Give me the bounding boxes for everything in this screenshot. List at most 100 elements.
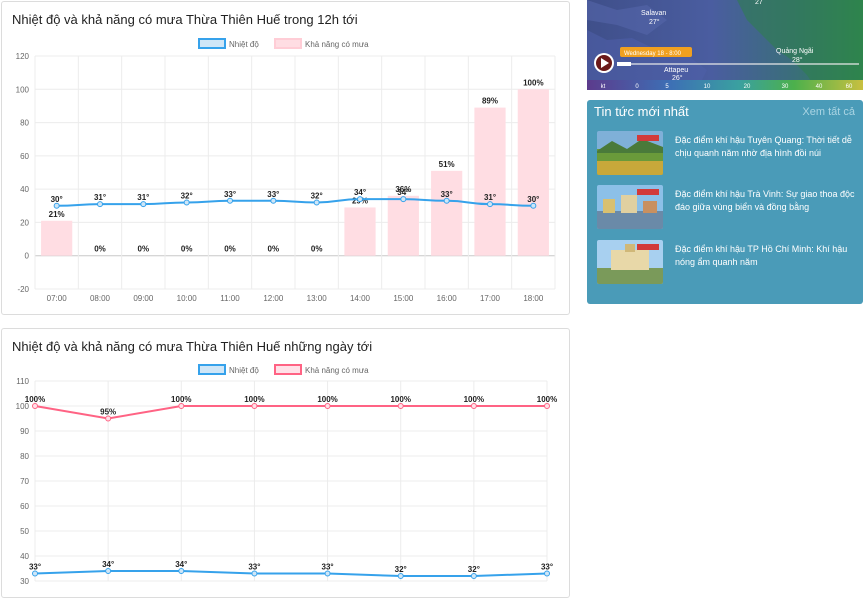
y-tick-label: 60 bbox=[20, 152, 29, 161]
x-tick-label: 11:00 bbox=[220, 294, 240, 303]
rain-chance-point[interactable] bbox=[178, 403, 185, 409]
temperature-point[interactable] bbox=[105, 568, 112, 574]
rain-bar[interactable] bbox=[344, 207, 376, 256]
temperature-point[interactable] bbox=[178, 568, 185, 574]
temperature-point[interactable] bbox=[251, 570, 258, 577]
legend-swatch[interactable] bbox=[198, 364, 226, 375]
news-title[interactable]: Đặc điểm khí hậu Tuyên Quang: Thời tiết … bbox=[675, 135, 852, 158]
map-scale-label: kt bbox=[601, 84, 606, 90]
news-thumbnail[interactable] bbox=[597, 131, 663, 175]
play-button[interactable] bbox=[594, 53, 614, 73]
temperature-point[interactable] bbox=[140, 201, 147, 208]
temperature-data-label: 33° bbox=[541, 563, 553, 572]
temperature-point[interactable] bbox=[470, 573, 477, 579]
rain-chance-data-label: 100% bbox=[244, 395, 264, 404]
rain-chance-point[interactable] bbox=[470, 403, 477, 409]
legend-label[interactable]: Khả năng có mưa bbox=[305, 366, 369, 375]
temperature-data-label: 30° bbox=[51, 195, 63, 204]
rain-chance-data-label: 100% bbox=[25, 395, 45, 404]
temperature-point[interactable] bbox=[357, 196, 363, 203]
y-tick-label: 110 bbox=[16, 377, 29, 386]
x-tick-label: 09:00 bbox=[133, 294, 154, 303]
legend-label[interactable]: Nhiệt độ bbox=[229, 366, 259, 375]
map-temp-top: 27 bbox=[755, 0, 763, 6]
legend-swatch[interactable] bbox=[274, 364, 302, 375]
map-scale-label: 60 bbox=[846, 84, 853, 90]
x-tick-label: 18:00 bbox=[523, 294, 544, 303]
rain-chance-data-label: 100% bbox=[464, 395, 484, 404]
weather-map-canvas: Salavan 27° 27 Quảng Ngãi 28° Attapeu 26… bbox=[587, 0, 863, 90]
temperature-data-label: 33° bbox=[441, 190, 453, 199]
rain-bar[interactable] bbox=[474, 107, 506, 256]
y-tick-label: 100 bbox=[16, 402, 30, 411]
map-scale-bar bbox=[587, 80, 863, 90]
play-icon bbox=[601, 58, 609, 68]
temperature-point[interactable] bbox=[313, 199, 320, 206]
weather-map[interactable]: Salavan 27° 27 Quảng Ngãi 28° Attapeu 26… bbox=[587, 0, 863, 90]
news-thumbnail[interactable] bbox=[597, 185, 663, 229]
y-tick-label: 60 bbox=[20, 502, 29, 511]
news-item[interactable]: Đặc điểm khí hậu Tuyên Quang: Thời tiết … bbox=[597, 131, 859, 179]
rain-chance-line bbox=[34, 405, 547, 420]
y-tick-label: 20 bbox=[20, 218, 29, 227]
x-tick-label: 12:00 bbox=[263, 294, 284, 303]
news-title[interactable]: Đặc điểm khí hậu Trà Vinh: Sự giao thoa … bbox=[675, 189, 855, 212]
map-timeline-handle[interactable] bbox=[617, 62, 631, 66]
y-tick-label: 120 bbox=[16, 52, 30, 61]
temperature-point[interactable] bbox=[487, 201, 493, 208]
temperature-line bbox=[56, 198, 534, 207]
temperature-point[interactable] bbox=[270, 197, 277, 204]
rain-bar[interactable] bbox=[517, 89, 549, 256]
temperature-data-label: 33° bbox=[248, 563, 260, 572]
x-tick-label: 08:00 bbox=[90, 294, 111, 303]
x-tick-label: 14:00 bbox=[350, 294, 371, 303]
map-scale-label: 30 bbox=[782, 84, 789, 90]
y-tick-label: 0 bbox=[25, 252, 30, 261]
map-scale-label: 40 bbox=[816, 84, 823, 90]
rain-chance-data-label: 100% bbox=[390, 395, 410, 404]
y-tick-label: 80 bbox=[20, 119, 29, 128]
temperature-point[interactable] bbox=[53, 202, 60, 209]
y-tick-label: 40 bbox=[20, 185, 29, 194]
news-item[interactable]: Đặc điểm khí hậu TP Hồ Chí Minh: Khí hậu… bbox=[597, 240, 859, 288]
rain-data-label: 0% bbox=[224, 245, 236, 254]
legend-label[interactable]: Khả năng có mưa bbox=[305, 40, 369, 49]
y-tick-label: 90 bbox=[20, 427, 29, 436]
temperature-point[interactable] bbox=[530, 202, 537, 209]
temperature-point[interactable] bbox=[400, 196, 407, 203]
rain-chance-point[interactable] bbox=[32, 403, 38, 409]
news-thumbnail[interactable] bbox=[597, 240, 663, 284]
temperature-point[interactable] bbox=[443, 197, 450, 204]
news-title[interactable]: Đặc điểm khí hậu TP Hồ Chí Minh: Khí hậu… bbox=[675, 244, 848, 267]
legend-swatch[interactable] bbox=[274, 38, 302, 49]
rain-chance-data-label: 100% bbox=[537, 395, 557, 404]
legend-swatch[interactable] bbox=[198, 38, 226, 49]
hourly-chart-title: Nhiệt độ và khả năng có mưa Thừa Thiên H… bbox=[12, 12, 358, 27]
temperature-point[interactable] bbox=[227, 197, 233, 204]
legend-label[interactable]: Nhiệt độ bbox=[229, 40, 259, 49]
temperature-point[interactable] bbox=[324, 570, 331, 577]
temperature-data-label: 33° bbox=[322, 563, 334, 572]
map-time-badge[interactable] bbox=[620, 47, 692, 57]
rain-bar[interactable] bbox=[387, 195, 419, 256]
temperature-point[interactable] bbox=[183, 199, 190, 206]
temperature-data-label: 32° bbox=[468, 565, 480, 574]
rain-chance-point[interactable] bbox=[105, 415, 112, 422]
rain-chance-point[interactable] bbox=[397, 403, 404, 409]
rain-bar[interactable] bbox=[41, 220, 73, 256]
temperature-point[interactable] bbox=[397, 573, 404, 579]
hourly-chart: Nhiệt độ Khả năng có mưa 120 100 80 60 40 20 0 -2… bbox=[16, 38, 556, 303]
rain-chance-data-label: 100% bbox=[171, 395, 191, 404]
see-all-link[interactable]: Xem tất cả bbox=[802, 106, 855, 118]
rain-chance-point[interactable] bbox=[544, 403, 550, 409]
temperature-point[interactable] bbox=[32, 570, 38, 577]
rain-bar[interactable] bbox=[431, 170, 463, 256]
temperature-point[interactable] bbox=[544, 570, 550, 577]
rain-chance-point[interactable] bbox=[251, 403, 258, 409]
rain-data-label: 0% bbox=[311, 245, 323, 254]
temperature-point[interactable] bbox=[97, 201, 103, 208]
news-item[interactable]: Đặc điểm khí hậu Trà Vinh: Sự giao thoa … bbox=[597, 185, 859, 233]
rain-chance-point[interactable] bbox=[324, 403, 331, 409]
x-tick-label: 16:00 bbox=[437, 294, 458, 303]
map-label-attapeu: Attapeu bbox=[664, 67, 688, 74]
